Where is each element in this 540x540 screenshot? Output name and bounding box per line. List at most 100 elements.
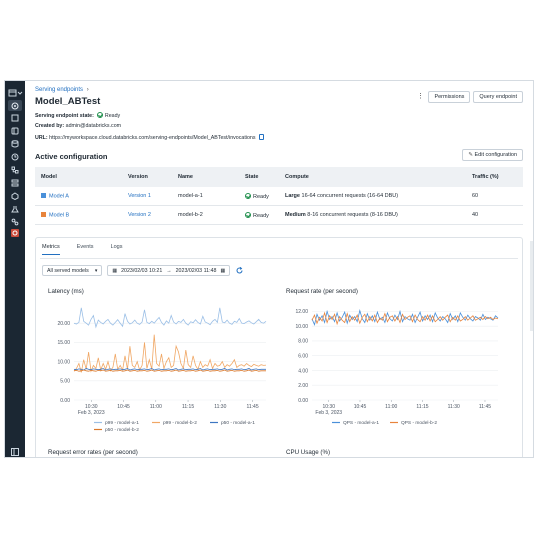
model-link[interactable]: Model B <box>49 212 70 219</box>
model-cell[interactable]: Model A <box>35 192 128 200</box>
series-line-0 <box>73 307 267 329</box>
header-actions: ⋮ Permissions Query endpoint <box>415 91 523 103</box>
serving-icon[interactable] <box>8 100 22 111</box>
calendar-icon: ▦ <box>112 267 118 274</box>
compute-size: Large <box>285 193 300 199</box>
metrics-card: Metrics Events Logs All served models ▾ … <box>35 237 523 457</box>
page-title: Model_ABTest <box>35 96 101 107</box>
series-line-1 <box>73 334 267 373</box>
column-header: Model <box>41 174 57 180</box>
state-cell: Ready <box>245 192 285 200</box>
version-link[interactable]: Version 2 <box>128 212 151 218</box>
state-text: Ready <box>253 212 269 219</box>
state-value: Ready <box>104 113 121 119</box>
series-line-1 <box>311 311 499 326</box>
column-header: State <box>245 174 259 180</box>
collapse-sidebar-icon[interactable] <box>11 443 19 456</box>
url-value: https://myworkspace.cloud.databricks.com… <box>49 135 256 141</box>
series-line-2 <box>73 368 266 371</box>
created-by: Created by: admin@databricks.com <box>35 123 121 129</box>
legend-label: p99 - model-a-1 <box>105 420 139 426</box>
table-row: Model B Version 2 model-b-2 Ready Medium… <box>35 206 523 225</box>
sidebar <box>5 81 25 457</box>
experiments-icon[interactable] <box>11 205 19 213</box>
served-models-select[interactable]: All served models ▾ <box>42 265 103 276</box>
compute-detail: 8-16 concurrent requests (8-16 DBU) <box>305 212 398 218</box>
compute-detail: 16-64 concurrent requests (16-64 DBU) <box>299 193 399 199</box>
column-header: Compute <box>285 174 309 180</box>
page-scrollbar[interactable] <box>530 241 533 331</box>
compute-size: Medium <box>285 212 306 218</box>
date-from[interactable]: 2023/02/03 10:21 <box>121 267 163 274</box>
compute-cell: Large 16-64 concurrent requests (16-64 D… <box>285 193 472 199</box>
y-tick-label: 20.00 <box>57 321 70 327</box>
check-circle-icon <box>245 211 251 218</box>
models-icon[interactable] <box>11 192 19 200</box>
data-icon[interactable] <box>11 140 19 148</box>
x-tick-label: 11:15 <box>416 404 428 410</box>
x-tick-label: 11:30 <box>448 404 460 410</box>
y-tick-label: 5.00 <box>60 379 70 385</box>
arrow-right-icon: → <box>166 267 172 274</box>
legend-label: QPS - model-a-1 <box>343 420 379 426</box>
y-tick-label: 8.00 <box>298 339 308 345</box>
tab-bar: Metrics Events Logs <box>42 244 123 255</box>
date-to[interactable]: 2023/02/03 11:48 <box>175 267 217 274</box>
tab-metrics[interactable]: Metrics <box>42 244 60 255</box>
tab-logs[interactable]: Logs <box>110 244 123 250</box>
model-cell[interactable]: Model B <box>35 211 128 219</box>
compute-icon[interactable] <box>11 179 19 187</box>
app-window: Serving endpoints › Model_ABTest ⋮ Permi… <box>4 80 534 458</box>
more-options-icon[interactable]: ⋮ <box>416 93 424 100</box>
tab-events[interactable]: Events <box>76 244 94 250</box>
x-tick-label: 10:45 <box>354 404 367 410</box>
created-label: Created by: <box>35 123 65 129</box>
x-axis-date-label: Feb 3, 2023 <box>78 410 105 416</box>
x-tick-label: 11:45 <box>479 404 491 410</box>
cpu-usage-chart-title: CPU Usage (%) <box>286 449 331 456</box>
date-range-picker[interactable]: ▦ 2023/02/03 10:21 → 2023/02/03 11:48 ▦ <box>107 265 231 276</box>
app-switcher-icon[interactable] <box>7 85 23 97</box>
endpoint-state: Serving endpoint state: Ready <box>35 112 120 119</box>
error-rates-chart-title: Request error rates (per second) <box>48 449 138 456</box>
clock-icon[interactable] <box>11 153 19 161</box>
x-tick-label: 11:00 <box>385 404 397 410</box>
workspace-icon[interactable] <box>11 114 19 122</box>
serving-endpoints-icon[interactable] <box>11 229 19 237</box>
breadcrumb-link[interactable]: Serving endpoints <box>35 87 84 93</box>
name-cell: model-b-2 <box>178 212 203 218</box>
x-tick-label: 10:30 <box>85 404 98 410</box>
model-color-swatch <box>41 211 46 217</box>
y-tick-label: 6.00 <box>298 353 308 359</box>
version-link[interactable]: Version 1 <box>128 193 151 199</box>
recents-icon[interactable] <box>11 127 19 135</box>
state-label: Serving endpoint state: <box>35 113 94 119</box>
legend-label: p50 - model-a-1 <box>221 420 255 426</box>
model-link[interactable]: Model A <box>49 193 69 200</box>
model-color-swatch <box>41 192 46 198</box>
breadcrumb[interactable]: Serving endpoints › <box>35 87 89 93</box>
y-tick-label: 12.00 <box>295 309 308 315</box>
x-tick-label: 10:45 <box>117 404 130 410</box>
check-circle-icon <box>96 112 103 118</box>
served-models-value: All served models <box>47 267 89 274</box>
refresh-icon[interactable] <box>235 266 244 275</box>
features-icon[interactable] <box>11 218 19 226</box>
active-configuration-title: Active configuration <box>35 152 108 161</box>
state-cell: Ready <box>245 211 285 219</box>
x-tick-label: 11:15 <box>182 404 194 410</box>
created-value: admin@databricks.com <box>65 123 122 129</box>
copy-icon[interactable] <box>258 134 264 140</box>
query-endpoint-button[interactable]: Query endpoint <box>473 91 523 103</box>
edit-configuration-button[interactable]: ✎ Edit configuration <box>462 149 523 161</box>
column-header: Traffic (%) <box>472 174 499 180</box>
column-header: Name <box>178 174 193 180</box>
chevron-right-icon: › <box>86 87 89 93</box>
y-tick-label: 2.00 <box>298 383 308 389</box>
x-tick-label: 11:45 <box>246 404 258 410</box>
permissions-button[interactable]: Permissions <box>428 91 471 103</box>
y-tick-label: 10.00 <box>57 359 70 365</box>
workflows-icon[interactable] <box>11 166 19 174</box>
series-line-3 <box>73 369 266 372</box>
y-tick-label: 10.00 <box>295 324 308 330</box>
